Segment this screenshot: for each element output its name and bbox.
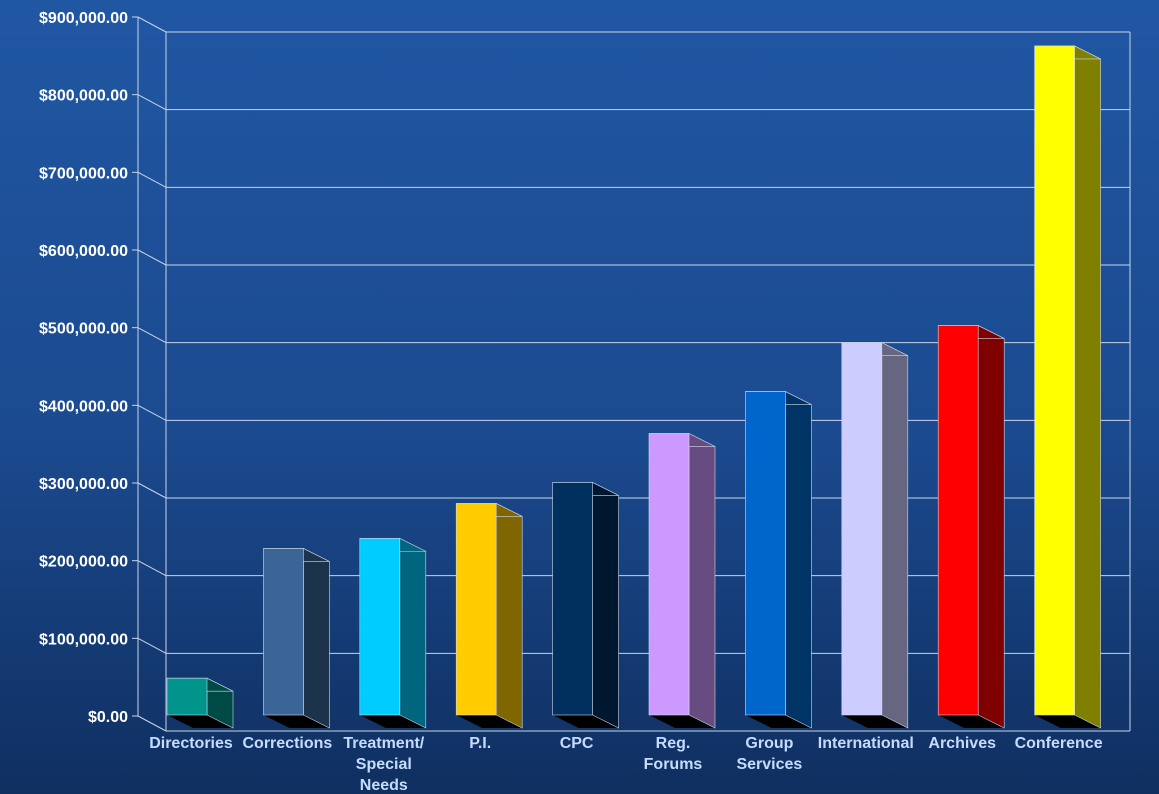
x-tick-label-line: International xyxy=(818,735,914,752)
y-tick-label: $400,000.00 xyxy=(39,398,128,415)
y-tick-label: $800,000.00 xyxy=(39,88,128,105)
x-tick-label-line: Needs xyxy=(360,777,408,794)
bar-base xyxy=(745,715,812,728)
bar-5 xyxy=(648,433,716,729)
bar-base xyxy=(841,715,908,728)
x-tick-label-line: Special xyxy=(356,756,412,773)
y-tick-label: $300,000.00 xyxy=(39,476,128,493)
bar-6 xyxy=(745,391,812,729)
bar-front xyxy=(745,391,786,716)
bar-1 xyxy=(263,547,330,729)
x-tick-label: CPC xyxy=(560,735,594,752)
bar-base xyxy=(649,715,715,728)
bar-front xyxy=(648,433,690,716)
x-tick-label-line: Treatment/ xyxy=(343,735,424,752)
y-tick-label: $0.00 xyxy=(88,709,128,726)
x-tick-label-line: Conference xyxy=(1015,735,1103,752)
bar-side xyxy=(303,547,330,729)
x-tick-label-line: CPC xyxy=(560,735,594,752)
y-tick-label: $200,000.00 xyxy=(39,554,128,571)
gridline-side xyxy=(137,482,167,499)
axes xyxy=(132,16,139,717)
x-tick-label: Reg. Forums xyxy=(644,735,703,773)
bar-base xyxy=(1034,715,1101,728)
x-tick-label-line: Group xyxy=(745,735,793,752)
bar-2 xyxy=(359,537,427,729)
x-tick-label-line: Corrections xyxy=(243,735,333,752)
bar-side xyxy=(1074,45,1101,729)
bar-side xyxy=(881,342,909,729)
x-tick-label-line: Services xyxy=(736,756,802,773)
bar-3 xyxy=(455,502,523,729)
bar-front xyxy=(263,548,304,716)
bar-base xyxy=(552,715,619,728)
bar-front xyxy=(359,538,401,716)
bar-base xyxy=(456,715,523,728)
x-tick-label: International xyxy=(818,735,914,752)
x-tick-label: P.I. xyxy=(469,735,491,752)
gridline-side xyxy=(137,94,167,111)
bar-8 xyxy=(937,325,1005,729)
x-tick-label: Treatment/Special Needs xyxy=(343,735,424,794)
bar-side xyxy=(977,325,1005,729)
bar-side xyxy=(399,537,427,729)
bar-front xyxy=(455,503,497,716)
bar-side xyxy=(688,433,716,729)
y-tick-labels: $0.00 $100,000.00 $200,000.00 $300,000.00 $4… xyxy=(39,10,128,726)
x-tick-label: Conference xyxy=(1015,735,1103,752)
bar-front xyxy=(841,342,883,716)
y-tick-label: $100,000.00 xyxy=(39,631,128,648)
y-tick-label: $700,000.00 xyxy=(39,165,128,182)
x-tick-label: Archives xyxy=(928,735,996,752)
bar-front xyxy=(937,325,979,716)
gridline-side xyxy=(137,171,167,188)
gridline-side xyxy=(137,327,167,344)
y-tick-label: $600,000.00 xyxy=(39,243,128,260)
x-tick-label-line: Archives xyxy=(928,735,996,752)
x-tick-labels: Directories Corrections Treatment/Special N… xyxy=(149,735,1103,794)
gridline-side xyxy=(137,404,167,421)
bar-4 xyxy=(552,481,619,729)
gridline-side xyxy=(137,637,167,654)
x-tick-label-line: Reg. xyxy=(656,735,691,752)
bar-base xyxy=(359,715,426,728)
bar-side xyxy=(785,391,812,729)
bar-front xyxy=(1034,45,1075,716)
bar-base xyxy=(938,715,1005,728)
gridline-side xyxy=(137,715,167,732)
gridline-side xyxy=(137,560,167,577)
x-tick-label: Corrections xyxy=(243,735,333,752)
bar-side xyxy=(592,481,619,729)
bar-front xyxy=(166,677,208,716)
bar-front xyxy=(552,482,593,716)
bar-0 xyxy=(166,677,234,729)
x-tick-label-line: Directories xyxy=(149,735,233,752)
bars xyxy=(166,45,1101,729)
bar-base xyxy=(167,715,233,728)
bar-base xyxy=(263,715,330,728)
gridline-side xyxy=(137,16,167,33)
bar-9 xyxy=(1034,45,1101,729)
x-tick-label: Group Services xyxy=(736,735,802,773)
x-tick-label-line: Forums xyxy=(644,756,703,773)
y-tick-label: $500,000.00 xyxy=(39,321,128,338)
x-tick-label-line: P.I. xyxy=(469,735,491,752)
x-tick-label: Directories xyxy=(149,735,233,752)
bar-7 xyxy=(841,342,909,729)
y-tick-label: $900,000.00 xyxy=(39,10,128,27)
bar-side xyxy=(495,502,523,729)
gridline-side xyxy=(137,249,167,266)
